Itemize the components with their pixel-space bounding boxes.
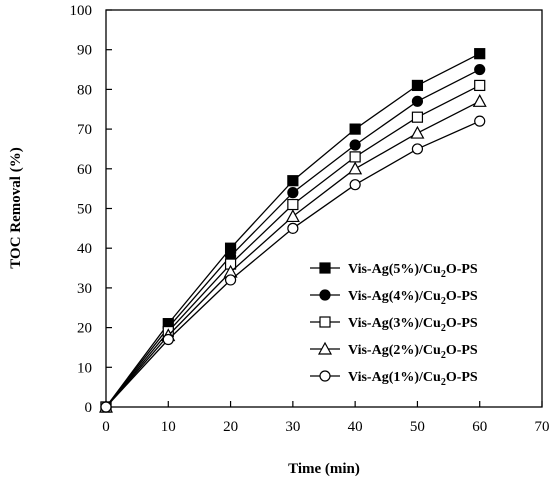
y-tick-label: 30: [77, 281, 92, 297]
x-tick-label: 20: [223, 419, 238, 435]
data-point: [348, 161, 363, 175]
legend-label: Vis-Ag(1%)/Cu2O-PS: [348, 370, 478, 388]
y-tick-label: 90: [77, 43, 92, 59]
legend-label: Vis-Ag(4%)/Cu2O-PS: [348, 289, 478, 307]
data-point: [411, 143, 424, 155]
legend-item: Vis-Ag(3%)/Cu2O-PS: [310, 316, 478, 334]
data-point: [474, 79, 486, 92]
y-axis-ticks: 0 10 20 30 40 50 60 70 80 90 100: [70, 3, 112, 416]
y-tick-label: 20: [77, 321, 92, 337]
data-point: [474, 115, 486, 127]
legend-item: Vis-Ag(1%)/Cu2O-PS: [310, 370, 478, 388]
series-layer: [98, 48, 487, 413]
data-point: [162, 333, 174, 346]
data-point: [411, 95, 424, 107]
y-tick-label: 60: [77, 162, 92, 178]
legend-label: Vis-Ag(3%)/Cu2O-PS: [348, 316, 478, 334]
y-tick-label: 50: [77, 202, 92, 218]
legend-item: Vis-Ag(4%)/Cu2O-PS: [310, 289, 478, 307]
data-point: [100, 401, 112, 413]
legend-marker: [319, 316, 331, 328]
legend-marker: [319, 262, 331, 274]
legend-label: Vis-Ag(2%)/Cu2O-PS: [348, 343, 478, 361]
data-point: [410, 125, 425, 139]
data-point: [285, 209, 300, 223]
data-point: [349, 123, 361, 135]
x-tick-label: 30: [285, 419, 300, 435]
x-tick-label: 10: [161, 419, 176, 435]
x-axis-title: Time (min): [288, 461, 360, 477]
series-5: [100, 115, 486, 413]
legend-marker: [319, 289, 331, 301]
legend-item: Vis-Ag(2%)/Cu2O-PS: [310, 341, 478, 361]
x-tick-label: 60: [472, 419, 487, 435]
y-tick-label: 100: [70, 3, 93, 19]
x-axis-ticks: 0 10 20 30 40 50 60 70: [102, 401, 550, 435]
data-point: [411, 79, 424, 92]
data-point: [474, 63, 486, 76]
data-point: [349, 139, 361, 151]
data-point: [287, 175, 299, 187]
legend-marker: [317, 341, 333, 355]
x-tick-label: 50: [410, 419, 425, 435]
x-tick-label: 0: [102, 419, 110, 435]
data-point: [472, 94, 487, 107]
y-tick-label: 0: [85, 400, 93, 416]
data-point: [349, 179, 361, 191]
y-tick-label: 10: [77, 360, 92, 376]
x-tick-label: 40: [348, 419, 363, 435]
y-axis-title: TOC Removal (%): [8, 147, 24, 268]
data-point: [287, 222, 299, 234]
data-point: [224, 274, 237, 286]
legend-box: [305, 252, 519, 388]
data-point: [287, 187, 299, 199]
data-point: [474, 48, 486, 60]
x-tick-label: 70: [535, 419, 550, 435]
y-tick-label: 40: [77, 241, 92, 257]
legend-marker: [319, 370, 331, 382]
data-point: [411, 111, 424, 123]
y-tick-label: 80: [77, 82, 92, 98]
legend-label: Vis-Ag(5%)/Cu2O-PS: [348, 262, 478, 280]
data-point: [287, 198, 299, 211]
legend-item: Vis-Ag(5%)/Cu2O-PS: [310, 262, 478, 280]
y-tick-label: 70: [77, 122, 92, 138]
data-point: [349, 151, 361, 163]
legend: Vis-Ag(5%)/Cu2O-PS Vis-Ag(4%)/Cu2O-PS Vis-…: [310, 262, 478, 388]
